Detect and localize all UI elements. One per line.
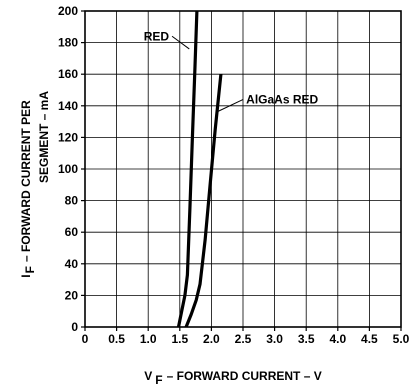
y-axis-title-line2: SEGMENT – mA [37,91,51,183]
annotation-leader-algaas-red [216,99,244,113]
y-tick-label: 120 [58,130,78,144]
x-tick-label: 0 [82,332,89,346]
y-axis-title-line1: IF – FORWARD CURRENT PER [19,100,37,278]
y-tick-label: 0 [71,320,78,334]
y-tick-label: 40 [65,257,79,271]
series-curves [176,10,223,328]
y-tick-label: 160 [58,67,78,81]
y-tick-label: 140 [58,99,78,113]
x-tick-label: 1.5 [171,332,188,346]
x-tick-label: 2.5 [235,332,252,346]
x-tick-label: 5.0 [393,332,410,346]
x-axis-title-sub: F [155,373,162,387]
series-line-algaas-red [184,74,223,328]
x-tick-label: 1.0 [140,332,157,346]
x-tick-label: 4.5 [361,332,378,346]
x-tick-label: 4.0 [329,332,346,346]
x-tick-label: 0.5 [108,332,125,346]
x-tick-label: 3.5 [298,332,315,346]
y-tick-label: 20 [65,288,79,302]
grid-lines [85,11,401,327]
y-tick-label: 80 [65,194,79,208]
series-line-red [176,10,199,328]
x-axis-title-rest: – FORWARD CURRENT – V [167,369,322,383]
y-axis-title-sub: F [23,266,37,273]
annotation-label-red: RED [144,29,170,43]
annotations: RED AlGaAs RED [144,29,319,113]
y-tick-label: 200 [58,4,78,18]
annotation-leader-red [171,35,190,50]
y-tick-label: 60 [65,225,79,239]
x-axis-title-main: V [144,369,152,383]
y-tick-label: 180 [58,36,78,50]
y-tick-label: 100 [58,162,78,176]
annotation-label-algaas-red: AlGaAs RED [246,92,318,106]
axis-ticks: 0 0.5 1.0 1.5 2.0 2.5 3.0 3.5 4.0 4.5 5.0 0 20 40 60 80… [58,4,410,346]
x-axis-title: V F – FORWARD CURRENT – V [144,369,322,387]
x-tick-label: 3.0 [266,332,283,346]
x-tick-label: 2.0 [203,332,220,346]
y-axis-title-rest: – FORWARD CURRENT PER [19,100,33,262]
y-axis-title-main: I [19,274,33,277]
